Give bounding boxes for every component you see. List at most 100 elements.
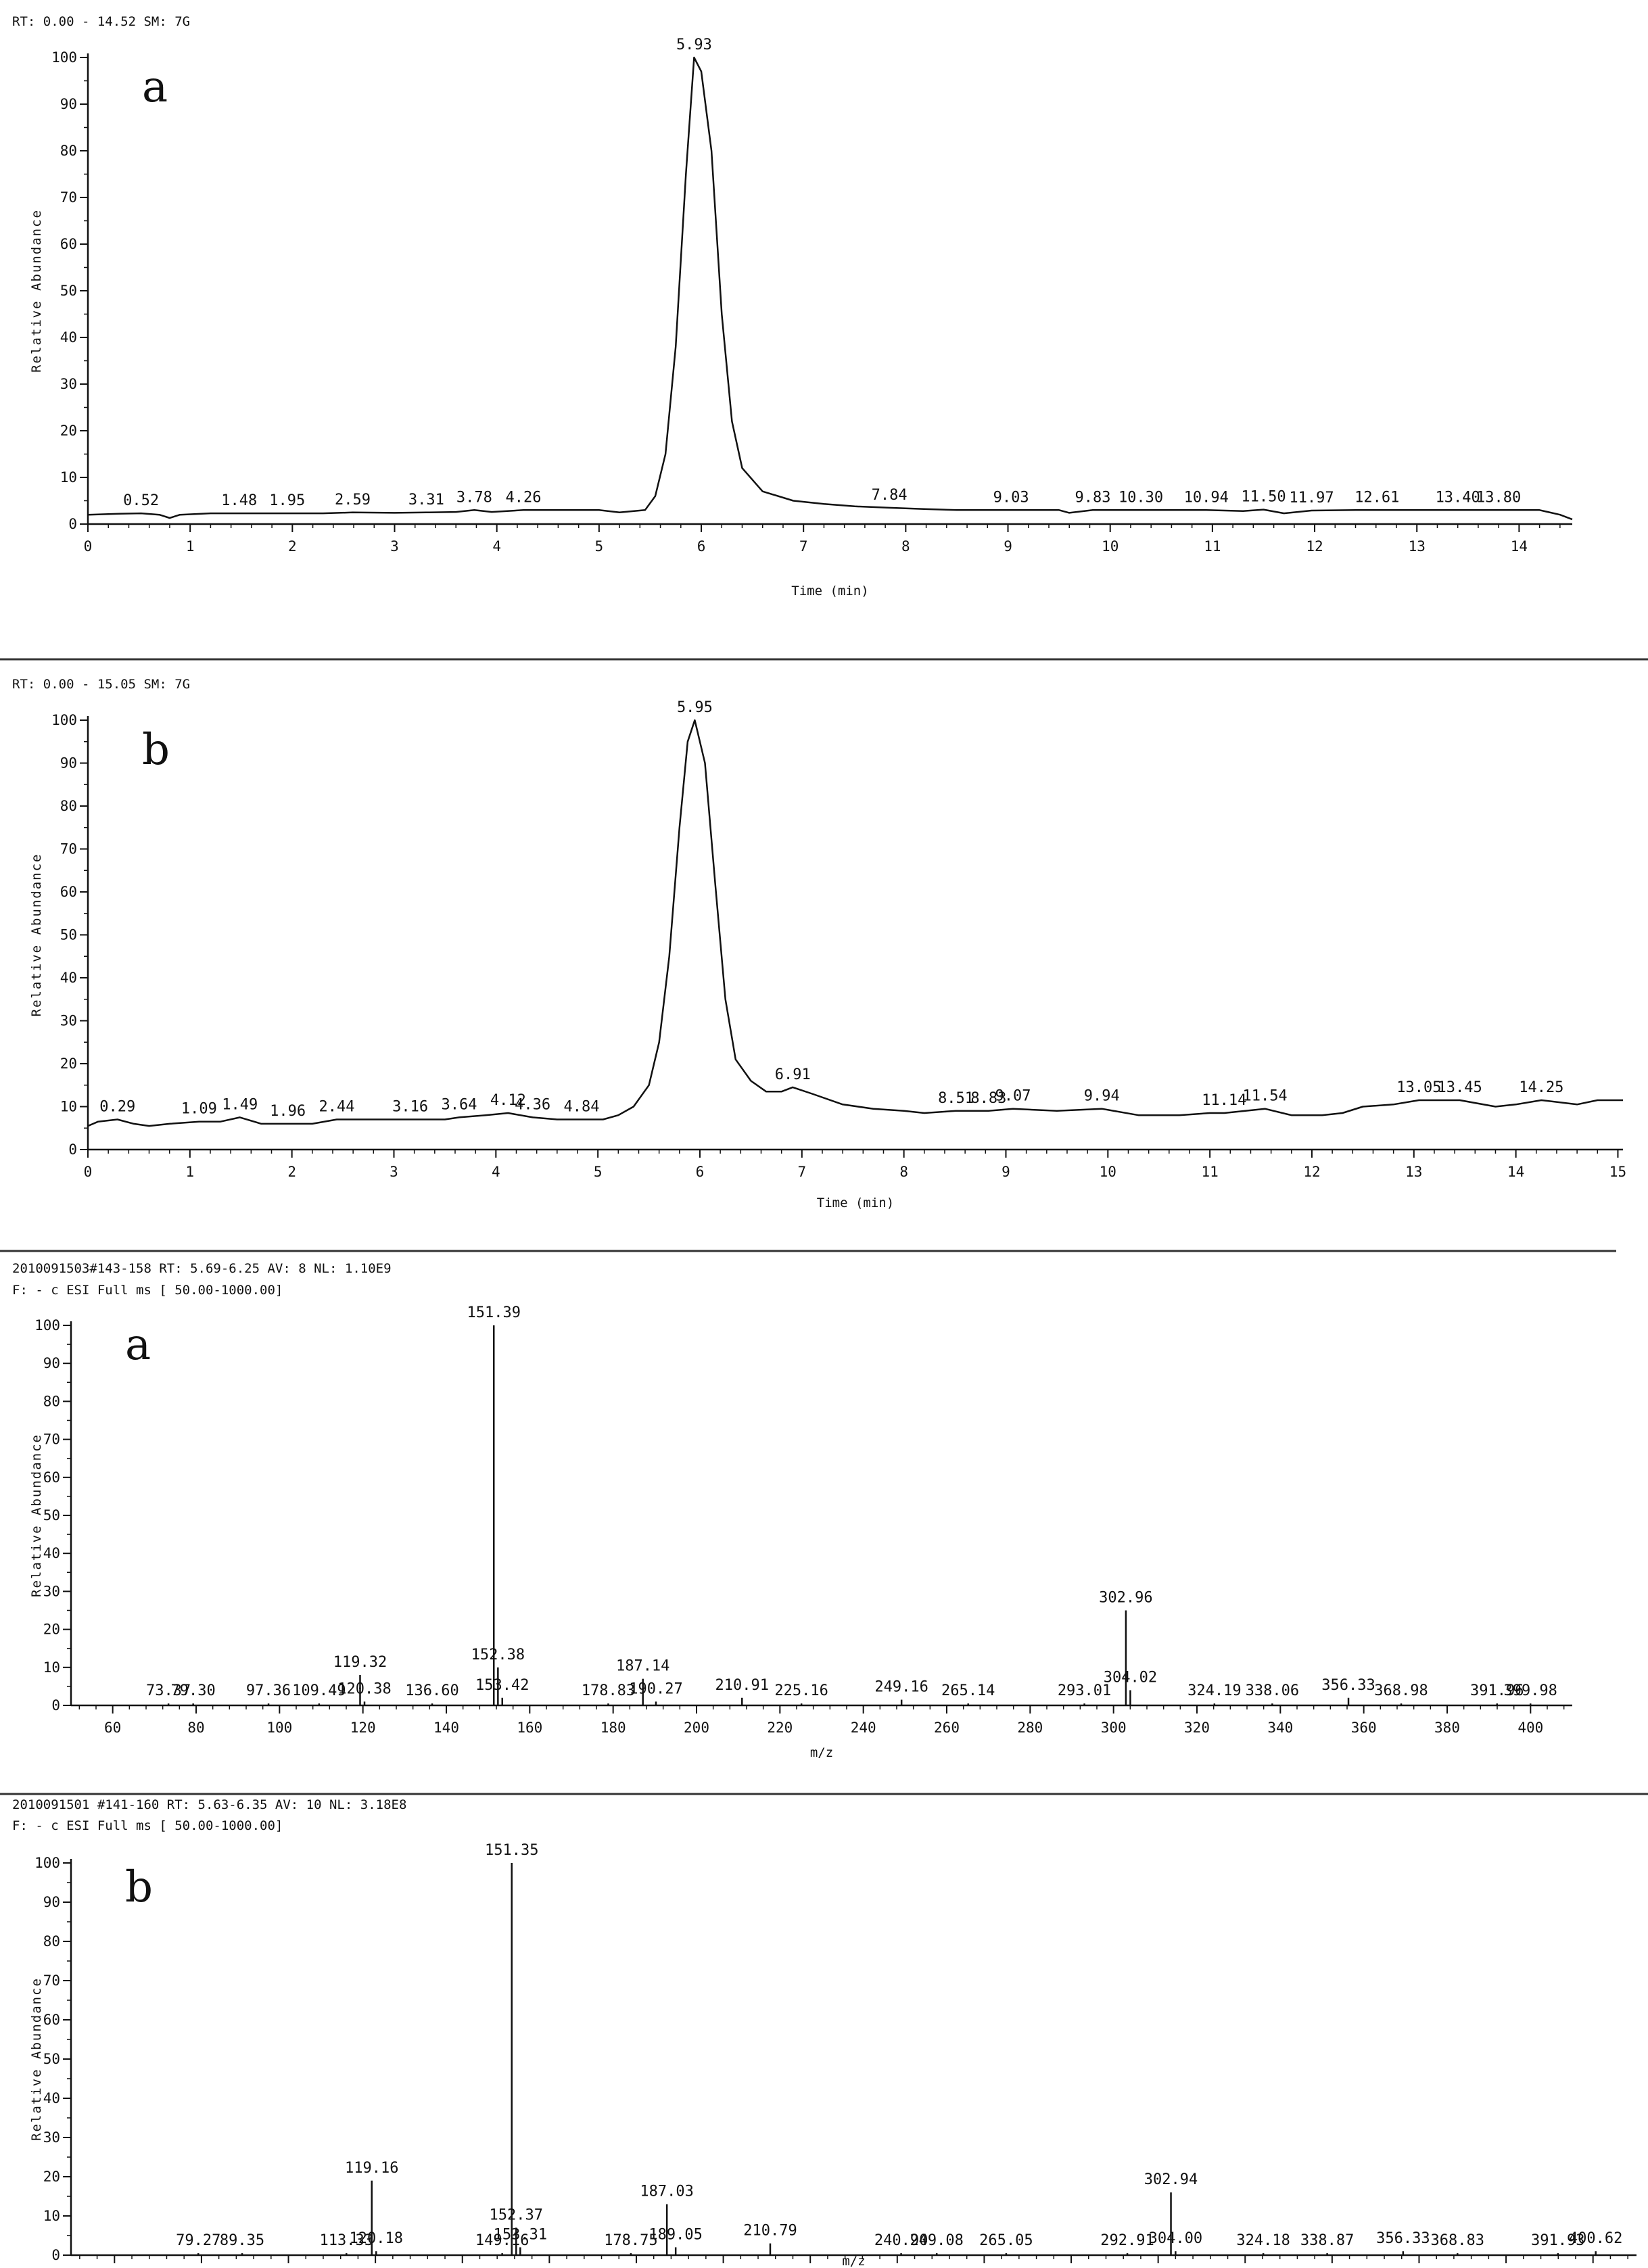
- x-tick-label: 7: [797, 1164, 806, 1180]
- panel-header-line: F: - c ESI Full ms [ 50.00-1000.00]: [12, 1283, 283, 1298]
- x-tick-label: 6: [697, 538, 706, 554]
- y-tick-label: 70: [43, 1432, 60, 1448]
- x-tick-label: 3: [390, 538, 399, 554]
- peak-label: 6.91: [775, 1066, 811, 1083]
- y-tick-label: 60: [43, 2012, 60, 2028]
- y-tick-label: 40: [43, 2090, 60, 2106]
- x-tick-label: 14: [1507, 1164, 1524, 1180]
- peak-label: 9.94: [1084, 1088, 1120, 1105]
- peak-label: 151.39: [467, 1304, 520, 1321]
- peak-label: 249.16: [874, 1679, 928, 1696]
- x-tick-label: 320: [1184, 1720, 1210, 1736]
- peak-label: 10.30: [1119, 489, 1163, 506]
- y-tick-label: 20: [60, 1056, 77, 1072]
- peak-label: 113.33: [320, 2232, 373, 2249]
- peak-label: 120.38: [337, 1680, 391, 1697]
- x-tick-label: 380: [1434, 1720, 1460, 1736]
- y-tick-label: 10: [43, 2208, 60, 2224]
- peak-label: 8.83: [970, 1090, 1006, 1107]
- peak-label: 4.36: [515, 1096, 550, 1113]
- x-tick-label: 14: [1511, 538, 1528, 554]
- peak-label: 265.05: [979, 2232, 1033, 2249]
- x-tick-label: 15: [1609, 1164, 1626, 1180]
- peak-label: 4.26: [505, 489, 541, 506]
- x-tick-label: 6: [696, 1164, 705, 1180]
- y-tick-label: 10: [60, 469, 77, 486]
- peak-label: 178.75: [604, 2232, 657, 2249]
- peak-label: 293.01: [1058, 1682, 1111, 1699]
- peak-label: 302.94: [1144, 2171, 1198, 2188]
- x-tick-label: 200: [684, 1720, 709, 1736]
- peak-label: 11.14: [1202, 1092, 1246, 1109]
- panel-letter: a: [142, 62, 168, 112]
- peak-label: 400.62: [1569, 2230, 1622, 2247]
- peak-label: 391.93: [1531, 2232, 1584, 2249]
- y-tick-label: 50: [43, 1507, 60, 1523]
- peak-label: 13.45: [1438, 1079, 1482, 1096]
- y-tick-label: 30: [60, 1013, 77, 1029]
- peak-label: 210.79: [743, 2223, 797, 2240]
- peak-label: 368.83: [1431, 2232, 1484, 2249]
- peak-label: 0.29: [99, 1099, 135, 1116]
- y-tick-label: 40: [60, 329, 77, 346]
- x-tick-label: 1: [186, 538, 195, 554]
- peak-label: 292.91: [1100, 2232, 1154, 2249]
- peak-label: 153.42: [475, 1677, 529, 1694]
- peak-label: 265.14: [941, 1682, 995, 1699]
- y-tick-label: 50: [43, 2051, 60, 2067]
- chart-panel-3: 2010091503#143-158 RT: 5.69-6.25 AV: 8 N…: [12, 1261, 1572, 1760]
- peak-label: 119.32: [333, 1654, 387, 1671]
- y-tick-label: 90: [43, 1894, 60, 1910]
- x-tick-label: 1: [186, 1164, 195, 1180]
- y-tick-label: 60: [60, 236, 77, 252]
- peak-label: 13.40: [1436, 489, 1480, 506]
- peak-label: 302.96: [1099, 1590, 1152, 1607]
- x-axis-label: Time (min): [791, 584, 868, 598]
- peak-label: 151.35: [485, 1842, 538, 1859]
- x-tick-label: 400: [1517, 1720, 1543, 1736]
- peak-label: 153.31: [494, 2226, 547, 2243]
- chromatogram-trace: [87, 56, 1573, 521]
- peak-label: 152.37: [490, 2206, 543, 2223]
- y-tick-label: 30: [60, 376, 77, 392]
- x-tick-label: 5: [595, 538, 604, 554]
- peak-label: 3.31: [408, 492, 444, 509]
- peak-label: 149.16: [475, 2232, 529, 2249]
- peak-label: 10.94: [1184, 489, 1229, 506]
- y-tick-label: 80: [60, 143, 77, 159]
- y-tick-label: 20: [60, 423, 77, 439]
- x-tick-label: 12: [1306, 538, 1323, 554]
- x-axis-label: m/z: [810, 1745, 833, 1760]
- x-tick-label: 120: [350, 1720, 376, 1736]
- x-tick-label: 0: [84, 1164, 93, 1180]
- panel-header-line: 2010091503#143-158 RT: 5.69-6.25 AV: 8 N…: [12, 1261, 392, 1276]
- peak-label: 3.78: [456, 489, 492, 506]
- x-tick-label: 2: [287, 1164, 296, 1180]
- y-tick-label: 40: [43, 1545, 60, 1561]
- x-tick-label: 13: [1409, 538, 1426, 554]
- x-tick-label: 10: [1100, 1164, 1116, 1180]
- y-tick-label: 10: [43, 1659, 60, 1676]
- y-tick-label: 100: [51, 49, 77, 66]
- x-tick-label: 360: [1351, 1720, 1377, 1736]
- x-tick-label: 10: [1102, 538, 1119, 554]
- y-tick-label: 0: [68, 1141, 77, 1158]
- y-tick-label: 80: [60, 798, 77, 814]
- x-tick-label: 8: [899, 1164, 908, 1180]
- x-tick-label: 300: [1101, 1720, 1127, 1736]
- y-tick-label: 70: [60, 841, 77, 857]
- y-tick-label: 20: [43, 1622, 60, 1638]
- peak-label: 9.03: [993, 489, 1029, 506]
- y-tick-label: 60: [60, 884, 77, 900]
- peak-label: 109.49: [292, 1682, 346, 1699]
- peak-label: 368.98: [1374, 1682, 1428, 1699]
- x-tick-label: 9: [1002, 1164, 1010, 1180]
- peak-label: 11.54: [1242, 1088, 1287, 1105]
- y-tick-label: 60: [43, 1469, 60, 1486]
- panel-letter: b: [125, 1862, 153, 1912]
- peak-label: 2.59: [335, 492, 371, 509]
- x-tick-label: 280: [1017, 1720, 1043, 1736]
- peak-label: 5.95: [677, 699, 713, 716]
- x-tick-label: 13: [1405, 1164, 1422, 1180]
- peak-label: 152.38: [471, 1647, 525, 1663]
